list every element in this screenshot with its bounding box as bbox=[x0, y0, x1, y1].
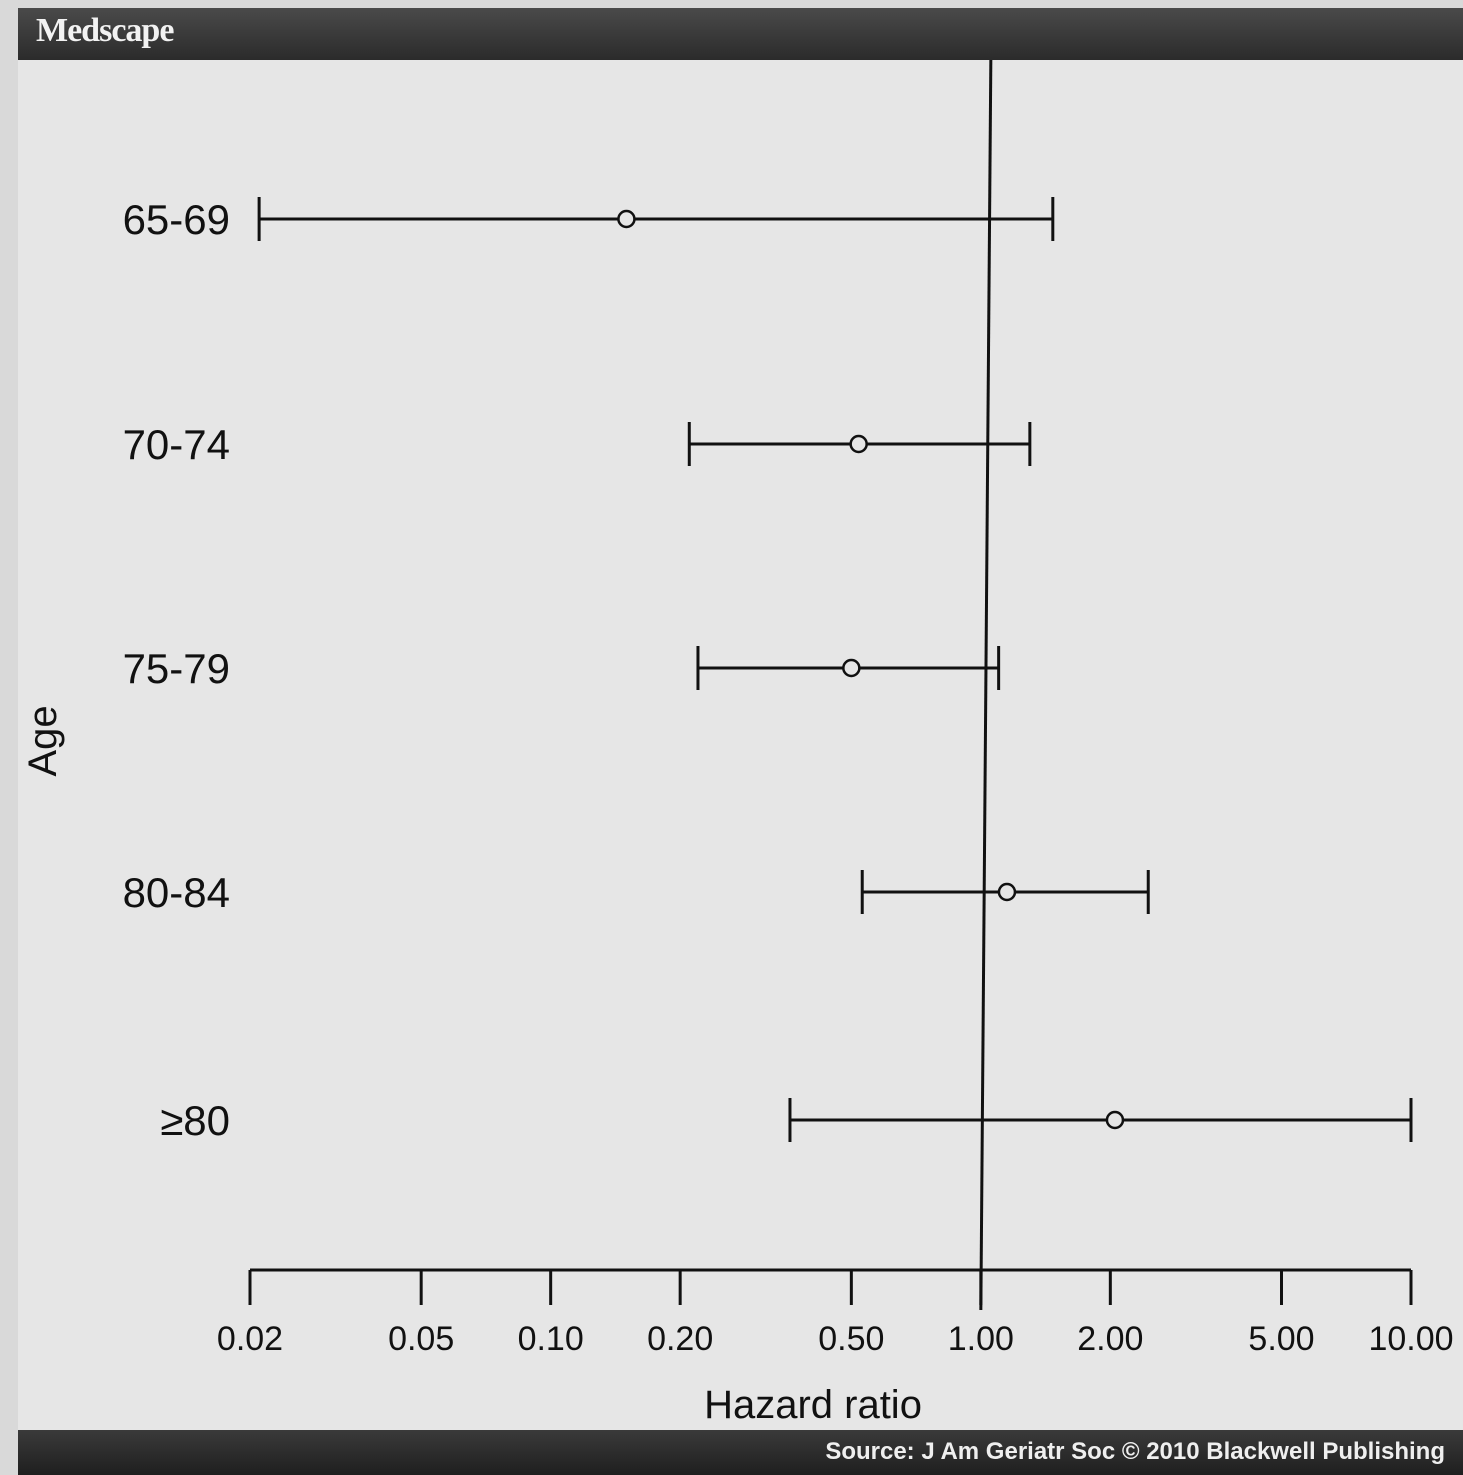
reference-line bbox=[979, 59, 993, 1311]
x-tick-label: 0.50 bbox=[818, 1320, 884, 1358]
footer-bar: Source: J Am Geriatr Soc © 2010 Blackwel… bbox=[18, 1430, 1463, 1475]
forest-row: ≥80 bbox=[160, 1097, 1413, 1144]
x-axis-title: Hazard ratio bbox=[704, 1383, 922, 1427]
point-estimate bbox=[842, 658, 861, 678]
x-tick-label: 0.05 bbox=[388, 1320, 454, 1358]
x-tick-label: 0.20 bbox=[647, 1320, 713, 1358]
y-tick-label: 70-74 bbox=[123, 421, 230, 468]
x-axis: 0.02 0.05 0.10 0.20 0.50 1.00 2.00 5.00 10.00 bbox=[217, 59, 1454, 1358]
forest-row: 80-84 bbox=[123, 869, 1150, 916]
x-tick-label: 2.00 bbox=[1077, 1320, 1143, 1358]
header-bar: Medscape bbox=[18, 8, 1463, 60]
x-tick-label: 10.00 bbox=[1368, 1320, 1453, 1358]
figure-frame: Medscape 0.02 0.05 0.10 0.20 0.50 1.00 2.00 5.0… bbox=[18, 8, 1463, 1475]
point-estimate bbox=[849, 434, 868, 454]
x-tick-label: 0.10 bbox=[518, 1320, 584, 1358]
y-tick-label: ≥80 bbox=[160, 1097, 230, 1144]
point-estimate bbox=[1105, 1110, 1125, 1130]
forest-row: 75-79 bbox=[123, 645, 1001, 692]
forest-row: 65-69 bbox=[123, 196, 1055, 243]
x-tick-label: 1.00 bbox=[948, 1320, 1014, 1358]
source-credit: Source: J Am Geriatr Soc © 2010 Blackwel… bbox=[825, 1438, 1445, 1465]
y-tick-label: 65-69 bbox=[123, 196, 230, 243]
point-estimate bbox=[617, 209, 636, 229]
point-estimate bbox=[997, 882, 1017, 902]
y-tick-label: 80-84 bbox=[123, 869, 230, 916]
x-tick-label: 0.02 bbox=[217, 1320, 283, 1358]
plot-rows: 65-69 70-74 75-79 80-84 ≥80 bbox=[123, 196, 1413, 1144]
forest-plot: 0.02 0.05 0.10 0.20 0.50 1.00 2.00 5.00 10.00 65… bbox=[21, 59, 1454, 1427]
forest-row: 70-74 bbox=[123, 421, 1032, 468]
y-axis-title: Age bbox=[21, 705, 65, 776]
x-tick-label: 5.00 bbox=[1248, 1320, 1314, 1358]
brand-logo: Medscape bbox=[36, 12, 174, 49]
y-tick-label: 75-79 bbox=[123, 645, 230, 692]
